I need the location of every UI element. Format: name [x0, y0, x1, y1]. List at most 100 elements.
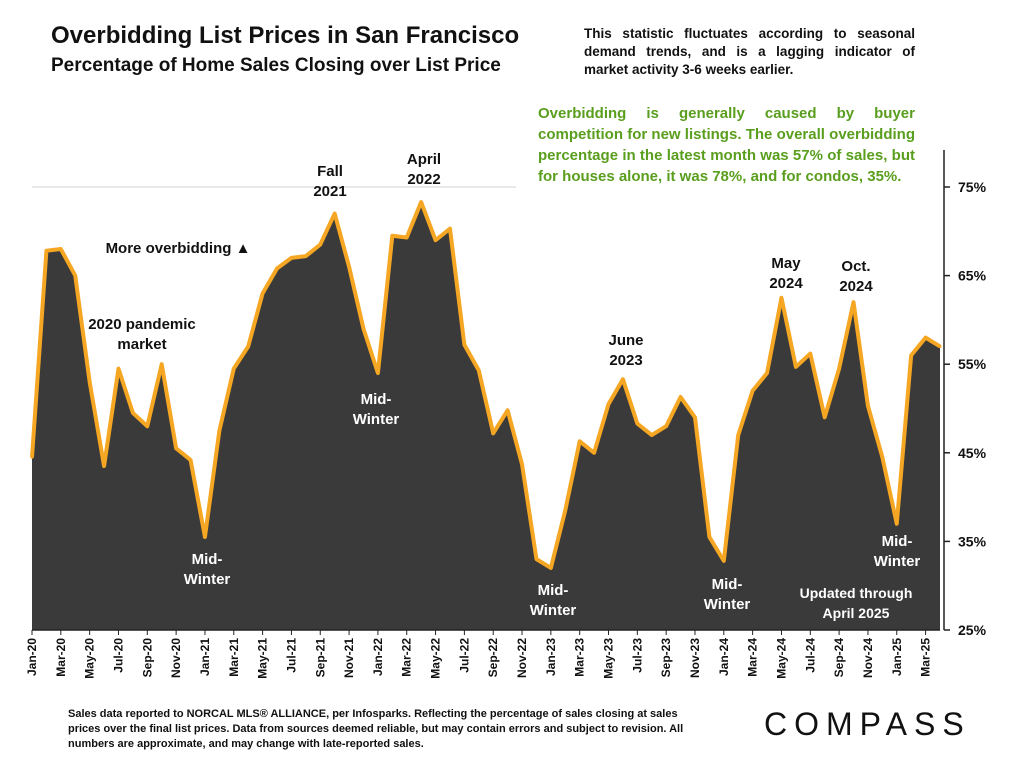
y-tick-label: 35%: [958, 533, 987, 549]
annotation-mw22: Mid- Winter: [353, 391, 400, 428]
x-tick-label: Jul-21: [284, 638, 298, 673]
x-tick-label: May-21: [256, 638, 270, 679]
data-point: [434, 238, 438, 242]
data-point: [794, 365, 798, 369]
data-point: [174, 446, 178, 450]
data-point: [491, 431, 495, 435]
data-point: [275, 267, 279, 271]
annotation-line: 2023: [609, 352, 642, 369]
annotation-overbid: More overbidding ▲: [106, 240, 251, 257]
data-point: [578, 439, 582, 443]
annotation-line: 2020 pandemic: [88, 316, 196, 333]
x-tick-label: Mar-21: [227, 638, 241, 677]
x-tick-label: Nov-21: [342, 638, 356, 678]
footer-source-note: Sales data reported to NORCAL MLS® ALLIA…: [68, 708, 684, 750]
data-point: [592, 451, 596, 455]
chart-subtitle: Percentage of Home Sales Closing over Li…: [51, 55, 501, 76]
x-tick-label: Sep-20: [140, 638, 154, 678]
annotation-mw25: Mid- Winter: [874, 533, 921, 570]
x-tick-label: Jul-22: [457, 638, 471, 673]
x-tick-label: Sep-23: [659, 638, 673, 678]
data-point: [390, 234, 394, 238]
data-point: [852, 300, 856, 304]
x-tick-label: May-22: [429, 638, 443, 679]
data-point: [779, 296, 783, 300]
x-tick-label: May-20: [83, 638, 97, 679]
x-tick-label: Sep-24: [832, 638, 846, 678]
data-point: [520, 462, 524, 466]
y-tick-label: 25%: [958, 622, 987, 638]
annotation-april2022: April 2022: [407, 151, 441, 188]
x-tick-label: Nov-22: [515, 638, 529, 678]
annotation-line: Mid-: [538, 582, 569, 599]
data-point: [736, 433, 740, 437]
annotation-oct2024: Oct. 2024: [839, 258, 873, 295]
data-point: [837, 367, 841, 371]
data-point: [549, 566, 553, 570]
axes: 25% 35% 45% 55% 65% 75% Jan-20 Mar-20 May-20 Jul-…: [25, 150, 987, 679]
annotation-line: Winter: [704, 596, 751, 613]
annotation-line: market: [117, 336, 166, 353]
data-point: [823, 415, 827, 419]
annotation-june2023: June 2023: [608, 332, 643, 369]
x-tick-label: Jul-24: [803, 638, 817, 673]
data-point: [924, 336, 928, 340]
data-point: [232, 367, 236, 371]
x-tick-label: Jan-25: [890, 638, 904, 676]
data-point: [361, 327, 365, 331]
data-point: [607, 402, 611, 406]
x-tick-label: Jan-20: [25, 638, 39, 676]
annotation-may2024: May 2024: [769, 255, 803, 292]
compass-logo: COMPASS: [764, 706, 971, 742]
data-point: [880, 455, 884, 459]
data-point: [102, 464, 106, 468]
annotation-updated: Updated through April 2025: [800, 585, 913, 621]
data-point: [131, 411, 135, 415]
data-point: [534, 557, 538, 561]
annotation-line: 2024: [839, 278, 873, 295]
annotation-line: April 2025: [823, 605, 890, 621]
data-point: [765, 371, 769, 375]
y-tick-label: 75%: [958, 179, 987, 195]
x-tick-label: Mar-24: [746, 638, 760, 677]
area-fill: [32, 202, 940, 630]
annotation-fall2021: Fall 2021: [313, 163, 346, 200]
data-point: [722, 559, 726, 563]
annotation-line: Winter: [530, 602, 577, 619]
data-point: [261, 291, 265, 295]
x-tick-label: Jul-23: [630, 638, 644, 673]
annotation-line: April: [407, 151, 441, 168]
data-point: [621, 377, 625, 381]
data-point: [477, 368, 481, 372]
annotation-line: Winter: [184, 571, 231, 588]
annotations: More overbidding ▲ 2020 pandemic market Fal…: [88, 151, 920, 621]
y-tick-label: 65%: [958, 268, 987, 284]
annotation-line: May: [771, 255, 801, 272]
annotation-line: Mid-: [712, 576, 743, 593]
data-point: [635, 422, 639, 426]
data-point: [563, 508, 567, 512]
annotation-line: 2021: [313, 183, 346, 200]
x-tick-label: Jan-24: [717, 638, 731, 676]
annotation-line: Winter: [874, 553, 921, 570]
data-point: [88, 380, 92, 384]
annotation-mw23: Mid- Winter: [530, 582, 577, 619]
data-point: [405, 236, 409, 239]
data-point: [73, 274, 77, 278]
data-point: [44, 249, 48, 253]
data-point: [59, 247, 63, 251]
data-point: [318, 243, 322, 247]
annotation-mw21: Mid- Winter: [184, 551, 231, 588]
annotation-line: Fall: [317, 163, 343, 180]
chart-title: Overbidding List Prices in San Francisco: [51, 22, 520, 49]
x-tick-label: Jan-21: [198, 638, 212, 676]
x-tick-label: Mar-25: [919, 638, 933, 677]
annotation-line: Mid-: [192, 551, 223, 568]
annotation-line: Mid-: [361, 391, 392, 408]
annotation-line: Updated through: [800, 585, 913, 601]
x-tick-label: Nov-20: [169, 638, 183, 678]
data-point: [866, 404, 870, 408]
x-tick-label: Jan-23: [544, 638, 558, 676]
data-point: [938, 344, 942, 348]
